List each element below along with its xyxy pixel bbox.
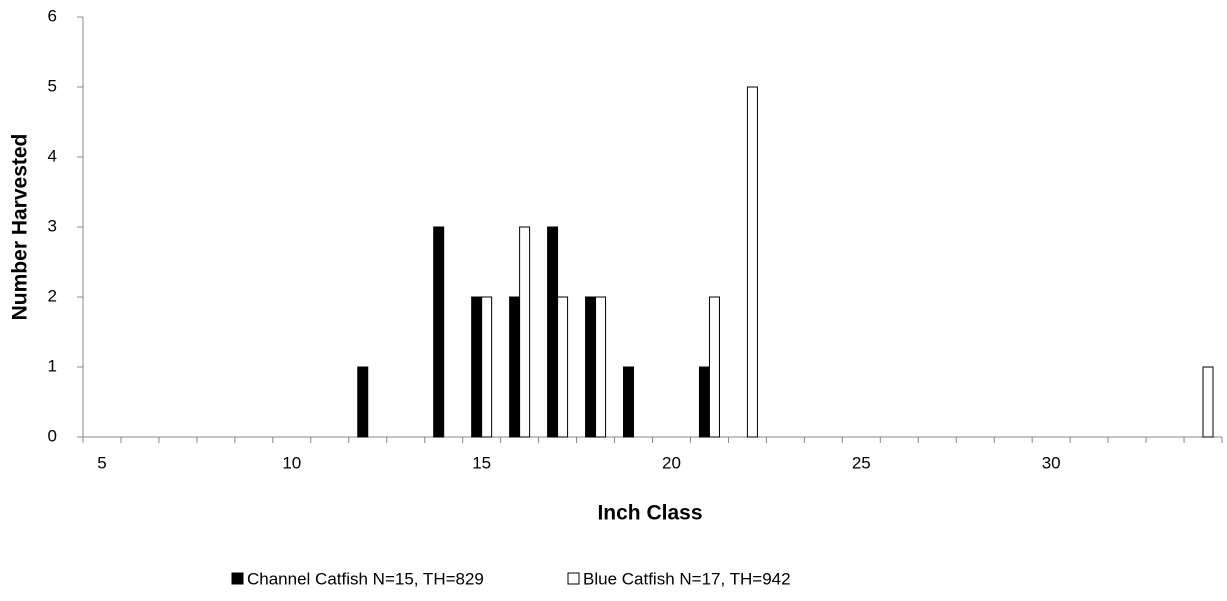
y-tick-label: 0 <box>48 426 57 445</box>
legend-label: Blue Catfish N=17, TH=942 <box>583 569 791 588</box>
x-tick-label: 25 <box>852 453 871 472</box>
bar <box>623 366 635 438</box>
x-tick-label: 15 <box>472 453 491 472</box>
legend-label: Channel Catfish N=15, TH=829 <box>247 569 484 588</box>
legend-swatch <box>567 572 580 585</box>
bar <box>708 296 720 438</box>
x-tick-label: 5 <box>97 453 106 472</box>
bar <box>585 296 597 438</box>
x-axis-title: Inch Class <box>597 502 702 525</box>
bar <box>519 226 531 438</box>
y-tick-label: 4 <box>48 146 57 165</box>
y-tick-label: 5 <box>48 76 57 95</box>
y-tick-label: 2 <box>48 286 57 305</box>
x-tick-label: 20 <box>662 453 681 472</box>
bar <box>433 226 445 438</box>
bar <box>357 366 369 438</box>
x-tick-label: 10 <box>282 453 301 472</box>
y-axis-title: Number Harvested <box>9 134 32 321</box>
y-tick-label: 3 <box>48 216 57 235</box>
bar <box>471 296 483 438</box>
x-tick-label: 30 <box>1042 453 1061 472</box>
legend-swatch <box>231 572 244 585</box>
bar <box>509 296 521 438</box>
y-tick-label: 1 <box>48 356 57 375</box>
bar <box>746 86 758 438</box>
bar <box>481 296 493 438</box>
bar <box>557 296 569 438</box>
bar <box>698 366 710 438</box>
bar <box>1202 366 1214 438</box>
y-tick-label: 6 <box>48 6 57 25</box>
bar <box>595 296 607 438</box>
bar <box>547 226 559 438</box>
